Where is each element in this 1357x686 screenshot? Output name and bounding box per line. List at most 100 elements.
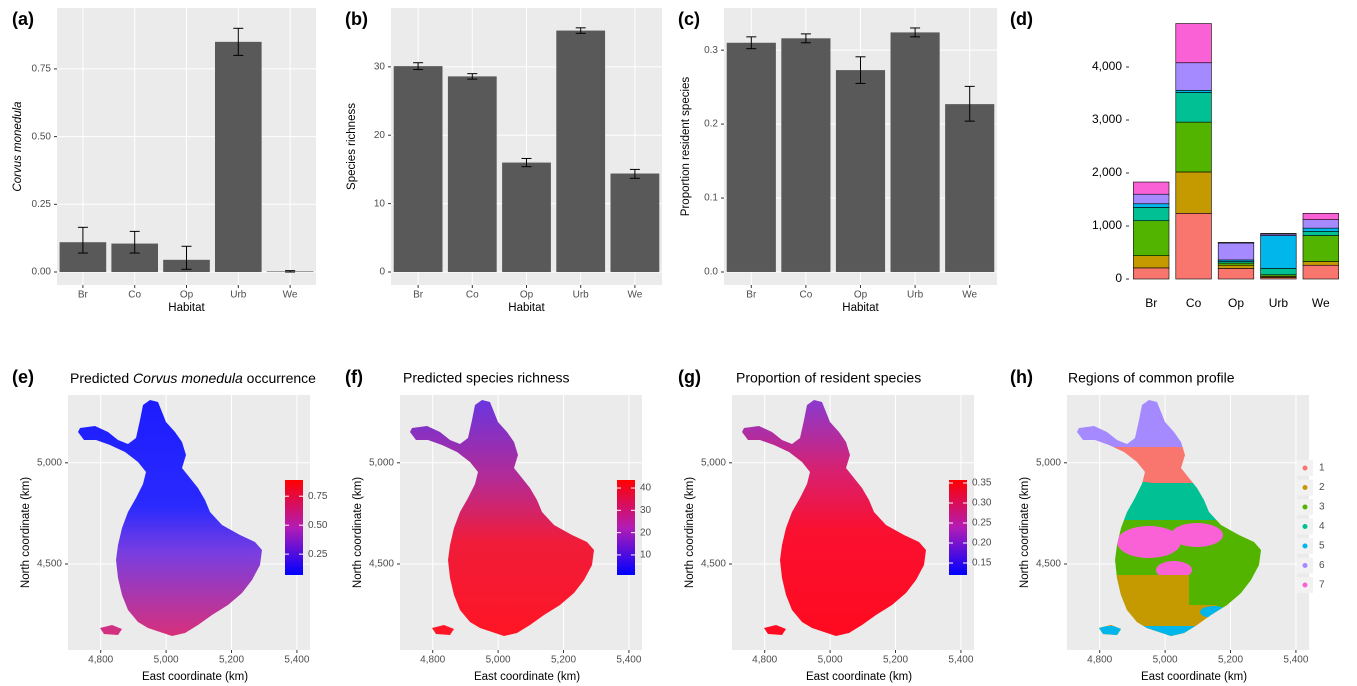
legend-dot — [1302, 504, 1308, 510]
x-tick-label: 5,000 — [818, 655, 843, 666]
x-axis-label: East coordinate (km) — [142, 671, 248, 683]
x-tick-label: Co — [1186, 296, 1202, 310]
panel-label: (b) — [345, 9, 368, 29]
x-tick-label: Br — [413, 290, 424, 301]
bar-segment — [1133, 220, 1170, 256]
legend-label: 6 — [1319, 560, 1325, 571]
x-axis-label: East coordinate (km) — [474, 671, 580, 683]
x-tick-label: 5,200 — [219, 655, 244, 666]
bar-segment — [1302, 261, 1339, 266]
bar — [502, 162, 551, 273]
panel-label: (d) — [1010, 9, 1033, 29]
legend-dot — [1302, 485, 1308, 490]
x-tick-label: 4,800 — [420, 655, 445, 666]
bar-segment — [1133, 207, 1170, 222]
x-tick-label: 4,800 — [752, 655, 777, 666]
x-axis-label: Habitat — [508, 302, 545, 314]
x-axis-label: East coordinate (km) — [1141, 671, 1247, 683]
x-axis-label: East coordinate (km) — [806, 671, 912, 683]
legend-label: 3 — [1319, 502, 1325, 513]
legend-label: 1 — [1319, 463, 1325, 474]
colorbar-label: 30 — [640, 505, 652, 516]
region — [1171, 523, 1223, 547]
legend-dot — [1302, 582, 1308, 588]
x-tick-label: We — [1312, 296, 1330, 310]
bar — [835, 70, 886, 272]
y-tick-label: 5,000 — [37, 457, 62, 468]
legend-dot — [1302, 563, 1308, 568]
x-tick-label: 5,400 — [1283, 655, 1308, 666]
map-title: Predicted species richness — [403, 370, 570, 386]
panel-label: (f) — [345, 367, 363, 387]
colorbar-label: 40 — [640, 483, 652, 494]
y-tick-label: 4,500 — [369, 559, 394, 570]
colorbar-label: 0.50 — [308, 520, 328, 531]
x-tick-label: 5,400 — [616, 655, 641, 666]
x-tick-label: Urb — [230, 290, 247, 301]
panel-label: (h) — [1010, 367, 1033, 387]
colorbar — [949, 480, 967, 575]
colorbar — [285, 480, 303, 575]
x-tick-label: We — [283, 290, 298, 301]
y-tick-label: 30 — [374, 61, 386, 72]
bar — [945, 104, 995, 272]
bar — [610, 173, 660, 273]
x-tick-label: 5,200 — [1218, 655, 1243, 666]
legend-dot — [1302, 524, 1308, 529]
x-tick-label: 5,000 — [1153, 655, 1178, 666]
bar-segment — [1133, 181, 1170, 195]
panel-label: (c) — [678, 9, 700, 29]
panel-label: (a) — [12, 9, 34, 29]
colorbar-label: 10 — [640, 550, 652, 561]
bar-segment — [1175, 212, 1212, 280]
y-tick-label: 4,500 — [37, 559, 62, 570]
panel-label: (e) — [12, 367, 34, 387]
y-tick-label: 0 — [1115, 271, 1122, 285]
x-tick-label: Br — [1145, 296, 1157, 310]
x-tick-label: Co — [466, 290, 479, 301]
bar-segment — [1302, 219, 1339, 229]
bar-segment — [1217, 268, 1255, 280]
y-tick-label: 5,000 — [369, 457, 394, 468]
title-part: Predicted — [70, 370, 133, 386]
x-tick-label: 5,000 — [154, 655, 179, 666]
title-part: occurrence — [243, 370, 316, 386]
y-tick-label: 5,000 — [701, 457, 726, 468]
y-tick-label: 0.50 — [32, 131, 52, 142]
legend-label: 5 — [1319, 541, 1325, 552]
x-tick-label: Co — [800, 290, 813, 301]
colorbar-label: 0.25 — [972, 518, 992, 529]
legend-label: 7 — [1319, 580, 1325, 591]
y-tick-label: 0.00 — [32, 267, 52, 278]
y-tick-label: 20 — [374, 130, 386, 141]
bar-segment — [1217, 262, 1255, 266]
bar-segment — [1217, 242, 1255, 261]
y-tick-label: 2,000 — [1092, 165, 1122, 179]
x-tick-label: 4,800 — [1087, 655, 1112, 666]
legend-label: 2 — [1319, 482, 1325, 493]
bar-segment — [1302, 231, 1339, 236]
x-tick-label: We — [962, 290, 977, 301]
bar-segment — [1175, 171, 1212, 214]
y-tick-label: 0.75 — [32, 64, 52, 75]
x-tick-label: 5,200 — [551, 655, 576, 666]
map-title: Regions of common profile — [1068, 370, 1235, 386]
x-tick-label: 5,400 — [948, 655, 973, 666]
bar — [726, 42, 776, 272]
y-axis-label: North coordinate (km) — [1019, 477, 1031, 588]
colorbar-label: 0.20 — [972, 538, 992, 549]
legend-dot — [1302, 465, 1308, 471]
x-tick-label: 5,000 — [486, 655, 511, 666]
bar-segment — [1302, 212, 1339, 220]
x-tick-label: Br — [746, 290, 757, 301]
y-axis-label: Species richness — [346, 103, 358, 190]
x-tick-label: We — [627, 290, 642, 301]
x-tick-label: Urb — [573, 290, 590, 301]
bar — [556, 30, 606, 273]
x-tick-label: 5,400 — [284, 655, 309, 666]
y-tick-label: 4,500 — [1036, 559, 1061, 570]
panel-label: (g) — [678, 367, 701, 387]
colorbar-label: 0.35 — [972, 478, 992, 489]
colorbar-label: 0.30 — [972, 498, 992, 509]
